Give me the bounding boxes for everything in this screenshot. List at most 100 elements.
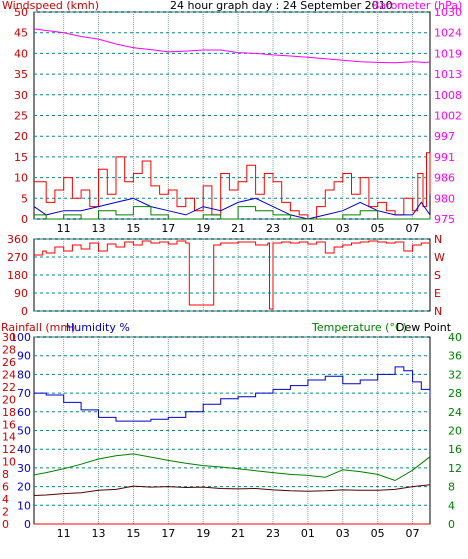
humidity-y-tick-label: 30 (17, 462, 31, 475)
wind-y-tick-label: 30 (14, 89, 28, 102)
x-tick-label-wind: 23 (266, 222, 280, 235)
series-lines (33, 28, 431, 525)
direction-y-tick-label: 180 (7, 269, 28, 282)
x-tick-label-wind: 11 (57, 222, 71, 235)
direction-line (34, 240, 431, 310)
wind-y-tick-label: 25 (14, 110, 28, 123)
x-tick-label-wind: 19 (196, 222, 210, 235)
humidity-y-tick-label: 50 (17, 425, 31, 438)
barometer-y-tick-label: 1008 (434, 89, 462, 102)
temp-y-tick-label: 8 (448, 481, 455, 494)
x-tick-label-temp: 05 (371, 527, 385, 540)
x-tick-label-wind: 01 (301, 222, 315, 235)
x-tick-label-temp: 21 (231, 527, 245, 540)
wind-y-tick-label: 15 (14, 151, 28, 164)
rain-y-tick-label: 4 (2, 493, 9, 506)
x-tick-label-temp: 23 (266, 527, 280, 540)
barometer-y-tick-label: 1002 (434, 110, 462, 123)
barometer-y-tick-label: 1024 (434, 27, 462, 40)
rainfall-axis-title: Rainfall (mm) (1, 321, 75, 334)
temp-y-tick-label: 40 (448, 331, 462, 344)
calm-wind-line (34, 206, 431, 220)
direction-y-tick-label: 270 (7, 251, 28, 264)
wind-y-tick-label: 45 (14, 27, 28, 40)
x-tick-label-wind: 05 (371, 222, 385, 235)
x-tick-label-wind: 03 (336, 222, 350, 235)
rain-y-tick-label: 8 (2, 468, 9, 481)
barometer-y-tick-label: 1013 (434, 68, 462, 81)
humidity-y-tick-label: 70 (17, 387, 31, 400)
temperature-line (33, 453, 431, 482)
x-tick-label-wind: 17 (161, 222, 175, 235)
x-tick-label-temp: 01 (301, 527, 315, 540)
direction-y-tick-label: 360 (7, 233, 28, 246)
barometer-y-tick-label: 991 (434, 151, 455, 164)
x-tick-label-wind: 07 (406, 222, 420, 235)
wind-y-tick-label: 10 (14, 172, 28, 185)
compass-y-tick-label: N (434, 305, 442, 318)
temp-y-tick-label: 32 (448, 368, 462, 381)
rain-y-tick-label: 12 (2, 443, 16, 456)
direction-y-tick-label: 0 (21, 305, 28, 318)
x-tick-label-temp: 03 (336, 527, 350, 540)
x-tick-label-wind: 21 (231, 222, 245, 235)
gust-line (34, 152, 431, 220)
wind-axis-title: Windspeed (kmh) (2, 0, 99, 12)
humidity-y-tick-label: 100 (10, 331, 31, 344)
wind-y-tick-label: 35 (14, 68, 28, 81)
humidity-y-tick-label: 80 (17, 368, 31, 381)
wind-y-tick-label: 0 (21, 213, 28, 226)
x-tick-label-wind: 15 (126, 222, 140, 235)
temp-y-tick-label: 0 (448, 518, 455, 531)
temp-y-tick-label: 16 (448, 443, 462, 456)
temp-y-tick-label: 24 (448, 406, 462, 419)
x-tick-label-temp: 07 (406, 527, 420, 540)
barometer-y-tick-label: 1019 (434, 47, 462, 60)
humidity-y-tick-label: 40 (17, 443, 31, 456)
x-tick-label-temp: 15 (126, 527, 140, 540)
rain-y-tick-label: 16 (2, 418, 16, 431)
grid-lines (34, 11, 430, 525)
temp-y-tick-label: 4 (448, 499, 455, 512)
compass-y-tick-label: N (434, 233, 442, 246)
humidity-axis-title: Humidity % (66, 321, 130, 334)
compass-y-tick-label: W (434, 251, 445, 264)
compass-y-tick-label: E (434, 287, 441, 300)
temp-y-tick-label: 28 (448, 387, 462, 400)
x-tick-label-temp: 11 (57, 527, 71, 540)
humidity-y-tick-label: 10 (17, 499, 31, 512)
dewpoint-line (33, 484, 431, 496)
temp-y-tick-label: 36 (448, 350, 462, 363)
x-tick-label-wind: 13 (92, 222, 106, 235)
humidity-line (34, 366, 431, 422)
wind-y-tick-label: 40 (14, 47, 28, 60)
rain-y-tick-label: 20 (2, 393, 16, 406)
barometer-y-tick-label: 1030 (434, 6, 462, 19)
rain-y-tick-label: 30 (2, 331, 16, 344)
direction-y-tick-label: 90 (14, 287, 28, 300)
rain-y-tick-label: 10 (2, 456, 16, 469)
rain-y-tick-label: 26 (2, 356, 16, 369)
wind-y-tick-label: 5 (21, 192, 28, 205)
rain-y-tick-label: 14 (2, 431, 16, 444)
humidity-y-tick-label: 90 (17, 350, 31, 363)
rain-y-tick-label: 0 (2, 518, 9, 531)
humidity-y-tick-label: 0 (24, 518, 31, 531)
compass-y-tick-label: S (434, 269, 441, 282)
wind-y-tick-label: 50 (14, 6, 28, 19)
x-tick-label-temp: 13 (92, 527, 106, 540)
dewpoint-axis-title: Dew Point (396, 321, 452, 334)
barometer-line (33, 28, 431, 64)
rain-y-tick-label: 22 (2, 381, 16, 394)
barometer-y-tick-label: 986 (434, 172, 455, 185)
barometer-y-tick-label: 975 (434, 213, 455, 226)
barometer-y-tick-label: 980 (434, 192, 455, 205)
temp-y-tick-label: 20 (448, 425, 462, 438)
x-tick-label-temp: 17 (161, 527, 175, 540)
barometer-axis-title: Barometer (hPa) (372, 0, 462, 12)
temp-y-tick-label: 12 (448, 462, 462, 475)
rain-y-tick-label: 18 (2, 406, 16, 419)
barometer-y-tick-label: 997 (434, 130, 455, 143)
